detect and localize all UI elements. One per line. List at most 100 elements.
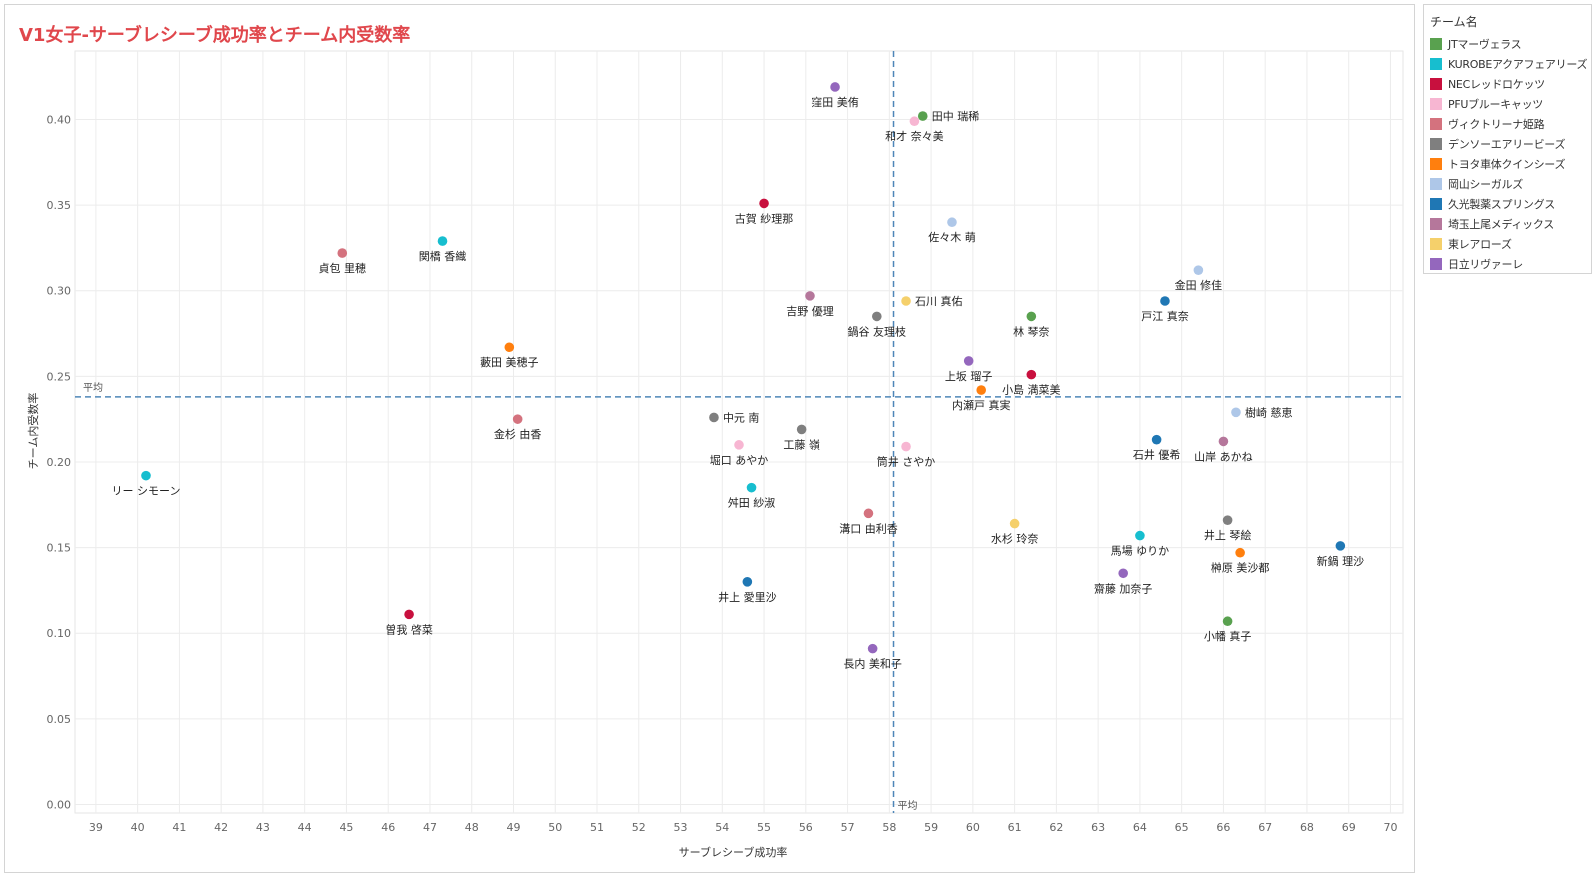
data-point [947, 217, 957, 228]
data-label: 上坂 瑠子 [945, 370, 993, 383]
x-tick-label: 43 [256, 821, 270, 834]
data-label: 溝口 由利香 [839, 521, 898, 535]
x-tick-label: 63 [1091, 821, 1105, 834]
legend-item[interactable]: PFUブルーキャッツ [1430, 95, 1543, 113]
data-point [872, 311, 882, 322]
data-label: 古賀 紗理那 [735, 212, 794, 225]
y-tick-label: 0.05 [47, 713, 72, 726]
data-label: 山岸 あかね [1194, 450, 1253, 463]
data-point [709, 412, 719, 423]
y-tick-label: 0.40 [47, 113, 72, 126]
legend-item[interactable]: トヨタ車体クインシーズ [1430, 155, 1565, 173]
x-tick-label: 69 [1342, 821, 1356, 834]
data-point [867, 643, 878, 654]
data-point [1160, 296, 1170, 306]
data-label: 石井 優希 [1133, 448, 1181, 462]
x-tick-label: 62 [1049, 821, 1063, 834]
y-tick-label: 0.10 [47, 627, 72, 640]
data-label: 堀口 あやか [710, 454, 769, 467]
y-tick-label: 0.30 [47, 285, 72, 298]
grid-layer [74, 50, 1404, 814]
data-point [1118, 568, 1129, 579]
x-tick-label: 64 [1133, 821, 1147, 834]
data-point [734, 440, 744, 450]
legend-title: チーム名 [1430, 15, 1478, 29]
y-tick-label: 0.25 [47, 370, 72, 383]
x-tick-label: 44 [298, 821, 312, 834]
data-point [1026, 311, 1037, 322]
legend-swatch [1430, 178, 1442, 190]
data-label: 筒井 さやか [877, 455, 936, 469]
data-label: 藪田 美穂子 [480, 355, 539, 369]
legend-item[interactable]: KUROBEアクアフェアリーズ [1430, 55, 1587, 73]
x-tick-label: 48 [465, 821, 479, 834]
legend-item[interactable]: 東レアローズ [1430, 235, 1512, 253]
data-label: 田中 瑞稀 [932, 109, 980, 123]
x-tick-label: 58 [882, 821, 896, 834]
data-label: 内瀬戸 真実 [952, 398, 1011, 412]
data-point [909, 116, 920, 127]
legend-swatch [1430, 218, 1442, 230]
legend: チーム名 JTマーヴェラス KUROBEアクアフェアリーズ NECレッドロケッツ PF… [1423, 4, 1592, 274]
legend-item[interactable]: 久光製薬スプリングス [1430, 195, 1555, 213]
legend-swatch [1430, 98, 1442, 110]
legend-item[interactable]: デンソーエアリービーズ [1430, 135, 1565, 153]
data-label: 齋藤 加奈子 [1094, 581, 1153, 595]
data-point [1231, 407, 1241, 418]
legend-item[interactable]: 岡山シーガルズ [1430, 175, 1523, 193]
data-point [963, 356, 974, 366]
x-tick-label: 54 [715, 821, 729, 834]
legend-item[interactable]: NECレッドロケッツ [1430, 75, 1545, 93]
data-label: リー シモーン [112, 485, 181, 498]
legend-swatch [1430, 38, 1442, 50]
x-tick-label: 51 [590, 821, 604, 834]
legend-item[interactable]: 日立リヴァーレ [1430, 255, 1523, 273]
x-tick-label: 41 [172, 821, 186, 834]
x-tick-label: 50 [548, 821, 562, 834]
data-label: 貞包 里穂 [319, 261, 367, 275]
data-point [1235, 547, 1245, 558]
x-axis-title: サーブレシーブ成功率 [679, 845, 788, 859]
data-point [1026, 369, 1037, 380]
data-point [1335, 541, 1346, 551]
axis-layer: 39 40 41 42 43 44 45 46 47 48 49 50 51 52 53 54 55 56 57 58… [47, 113, 1398, 834]
y-average-label: 平均 [83, 382, 103, 394]
data-label: 馬場 ゆりか [1111, 545, 1170, 558]
data-point [1222, 515, 1233, 525]
legend-swatch [1430, 238, 1442, 250]
legend-swatch [1430, 158, 1442, 170]
legend-swatch [1430, 258, 1442, 270]
data-point [805, 291, 815, 301]
data-label: 工藤 嶺 [783, 438, 820, 451]
x-tick-label: 67 [1258, 821, 1272, 834]
y-tick-label: 0.00 [47, 798, 72, 811]
x-tick-label: 49 [506, 821, 520, 834]
legend-item[interactable]: 埼玉上尾メディックス [1430, 215, 1554, 233]
data-label: 小島 満菜美 [1002, 383, 1061, 397]
data-label: 吉野 優理 [786, 305, 834, 318]
legend-label: 久光製薬スプリングス [1448, 198, 1555, 211]
x-tick-label: 42 [214, 821, 228, 834]
data-point [830, 82, 840, 92]
data-point [901, 441, 911, 452]
x-tick-label: 52 [632, 821, 646, 834]
plot-frame [74, 50, 1404, 814]
legend-item[interactable]: ヴィクトリーナ姫路 [1430, 115, 1545, 133]
x-tick-label: 45 [339, 821, 353, 834]
x-tick-label: 61 [1008, 821, 1022, 834]
legend-label: PFUブルーキャッツ [1448, 98, 1544, 111]
y-tick-label: 0.15 [47, 542, 72, 555]
legend-label: NECレッドロケッツ [1448, 78, 1545, 91]
data-point [759, 198, 769, 209]
legend-item[interactable]: JTマーヴェラス [1430, 35, 1522, 53]
x-average-label: 平均 [898, 800, 918, 812]
data-label: 井上 愛里沙 [718, 590, 777, 604]
data-label: 鍋谷 友理枝 [848, 324, 907, 338]
data-point [512, 414, 523, 424]
legend-label: KUROBEアクアフェアリーズ [1448, 58, 1588, 71]
legend-label: トヨタ車体クインシーズ [1448, 158, 1566, 171]
data-point [742, 577, 753, 587]
data-point [1151, 434, 1162, 445]
